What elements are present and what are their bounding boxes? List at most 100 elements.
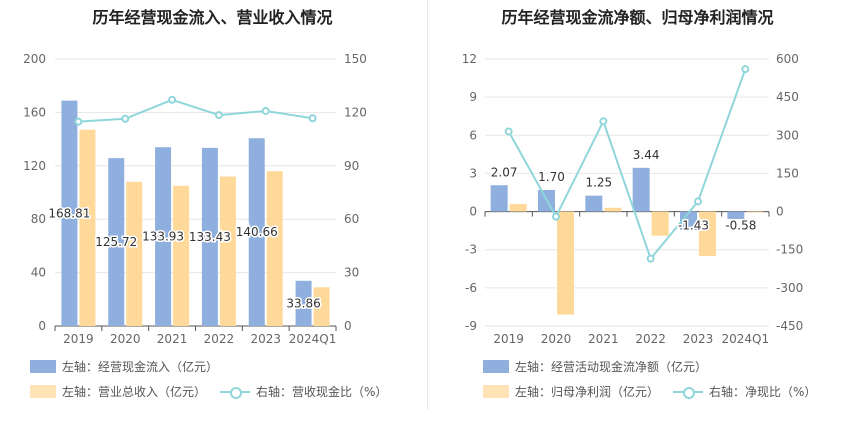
data-label: 1.70 xyxy=(538,170,565,184)
data-label: 33.86 xyxy=(286,296,320,310)
x-tick-label: 2022 xyxy=(635,332,666,346)
bar-series-0 xyxy=(248,138,265,326)
y-tick-label-right: -450 xyxy=(776,319,803,333)
x-tick-label: 2020 xyxy=(110,332,141,346)
y-tick-label-right: -300 xyxy=(776,281,803,295)
data-label: 125.72 xyxy=(95,235,137,249)
y-tick-label-right: 150 xyxy=(776,166,799,180)
legend-item[interactable]: 右轴：净现比（%） xyxy=(673,383,816,400)
legend-item[interactable]: 右轴：营收现金比（%） xyxy=(220,383,387,400)
line-point xyxy=(599,117,608,126)
legend-item[interactable]: 左轴：经营活动现金流净额（亿元） xyxy=(483,358,707,375)
bar-series-0 xyxy=(490,185,508,212)
y-tick-label-right: 300 xyxy=(776,128,799,142)
line-point xyxy=(74,117,83,126)
y-tick-label-left: 3 xyxy=(469,166,477,180)
x-tick-label: 2021 xyxy=(157,332,188,346)
data-label: -1.43 xyxy=(678,219,709,233)
y-tick-label-left: 6 xyxy=(469,128,477,142)
y-tick-label-left: 9 xyxy=(469,90,477,104)
bar-series-1 xyxy=(651,211,669,236)
bar-series-1 xyxy=(219,176,236,326)
legend-item[interactable]: 左轴：营业总收入（亿元） xyxy=(30,383,206,400)
y-tick-label-left: -9 xyxy=(465,319,477,333)
line-point xyxy=(308,114,317,123)
line-point xyxy=(552,212,560,221)
legend-swatch-line xyxy=(673,385,704,399)
legend-item[interactable]: 左轴：经营现金流入（亿元） xyxy=(30,358,218,375)
data-label: 140.66 xyxy=(236,225,278,239)
legend-label: 左轴：经营现金流入（亿元） xyxy=(62,360,219,374)
bar-series-0 xyxy=(680,211,697,230)
legend: 左轴：经营现金流入（亿元） xyxy=(30,358,232,375)
line-series-2 xyxy=(78,98,313,123)
y-tick-label-left: -3 xyxy=(465,243,477,257)
y-tick-label-left: 160 xyxy=(23,105,46,119)
x-tick-label: 2020 xyxy=(541,332,572,346)
y-tick-label-right: 150 xyxy=(344,52,367,66)
chart-title: 历年经营现金流入、营业收入情况 xyxy=(92,8,333,27)
bar-series-1 xyxy=(604,207,622,212)
y-tick-label-right: 0 xyxy=(776,205,784,219)
chart-canvas: -9 -6 -3 0 3 6 9 12 -450 -300 -150 0 150 300 450 600 201… xyxy=(462,52,804,346)
x-tick-label: 2023 xyxy=(250,332,281,346)
line-point xyxy=(646,254,655,263)
bar-series-0 xyxy=(585,195,603,212)
y-tick-label-left: -6 xyxy=(465,281,477,295)
legend-swatch xyxy=(30,385,56,398)
bar-series-0 xyxy=(632,167,650,212)
legend-item[interactable]: 左轴：归母净利润（亿元） xyxy=(483,383,659,400)
y-tick-label-left: 0 xyxy=(38,319,46,333)
legend: 左轴：营业总收入（亿元） 右轴：营收现金比（%） xyxy=(30,383,401,400)
y-tick-label-right: 120 xyxy=(344,105,367,119)
bar-series-1 xyxy=(266,171,283,326)
x-tick-label: 2024Q1 xyxy=(722,332,770,346)
x-tick-label: 2021 xyxy=(588,332,619,346)
bar-series-0 xyxy=(108,158,125,326)
data-label: 133.43 xyxy=(189,230,231,244)
y-tick-label-right: 30 xyxy=(344,266,359,280)
y-tick-label-right: 90 xyxy=(344,159,359,173)
y-tick-label-left: 80 xyxy=(31,212,46,226)
bar-series-0 xyxy=(61,100,78,327)
bar-series-1 xyxy=(699,211,716,257)
bar-series-1 xyxy=(126,181,143,326)
x-tick-label: 2019 xyxy=(493,332,524,346)
legend-label: 左轴：经营活动现金流净额（亿元） xyxy=(515,360,708,374)
y-tick-label-right: 600 xyxy=(776,52,799,66)
chart-panel-netcash-profit: 历年经营现金流净额、归母净利润情况 -9 -6 -3 0 3 6 9 12 -450 -300 -1… xyxy=(425,0,850,437)
data-label: 1.25 xyxy=(585,176,612,190)
x-tick-label: 2023 xyxy=(683,332,714,346)
x-tick-label: 2019 xyxy=(63,332,94,346)
bar-series-1 xyxy=(173,185,190,326)
data-label: 168.81 xyxy=(48,206,90,220)
y-tick-label-right: 0 xyxy=(344,319,352,333)
bar-series-1 xyxy=(313,287,330,326)
legend-label: 右轴：营收现金比（%） xyxy=(256,385,388,399)
bar-series-1 xyxy=(557,211,574,315)
y-tick-label-left: 40 xyxy=(31,266,46,280)
y-tick-label-right: -150 xyxy=(776,243,803,257)
line-point xyxy=(741,65,750,74)
bar-series-0 xyxy=(727,211,745,219)
bar-series-1 xyxy=(509,203,527,212)
line-point xyxy=(694,197,702,206)
x-tick-label: 2022 xyxy=(204,332,235,346)
panel-divider xyxy=(427,0,428,410)
legend: 左轴：归母净利润（亿元） 右轴：净现比（%） xyxy=(483,383,830,400)
y-tick-label-left: 0 xyxy=(469,205,477,219)
chart-title: 历年经营现金流净额、归母净利润情况 xyxy=(501,8,774,27)
data-label: 133.93 xyxy=(142,230,184,244)
line-point xyxy=(214,111,223,120)
data-label: -0.58 xyxy=(725,219,756,233)
y-tick-label-right: 450 xyxy=(776,90,799,104)
line-point xyxy=(121,114,130,123)
legend-swatch xyxy=(483,360,509,373)
y-tick-label-left: 12 xyxy=(462,52,477,66)
line-point xyxy=(504,127,513,136)
legend-label: 右轴：净现比（%） xyxy=(709,385,817,399)
line-series-2 xyxy=(507,68,747,261)
y-tick-label-left: 200 xyxy=(23,52,46,66)
y-tick-label-right: 60 xyxy=(344,212,359,226)
legend-swatch xyxy=(483,385,509,398)
